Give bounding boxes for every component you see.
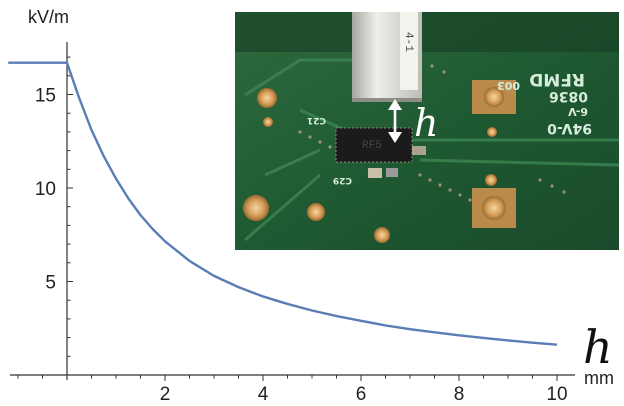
svg-text:C29: C29 <box>333 175 352 185</box>
x-ticks: 2 4 6 8 10 <box>17 375 568 405</box>
svg-text:C21: C21 <box>307 115 326 125</box>
height-arrow <box>388 99 402 143</box>
x-tick-label: 2 <box>160 384 171 405</box>
x-unit-label: mm <box>584 368 614 388</box>
x-axis-variable-label: h <box>583 320 613 374</box>
pcb-gold-pads <box>243 80 516 243</box>
field-strength-line <box>8 61 558 346</box>
svg-text:RFMD: RFMD <box>529 69 585 89</box>
svg-text:6-V: 6-V <box>568 105 588 118</box>
x-tick-label: 4 <box>258 384 269 405</box>
y-ticks: 5 10 15 <box>35 56 73 357</box>
y-tick-label: 15 <box>35 86 56 107</box>
svg-text:003: 003 <box>497 79 520 92</box>
y-unit-label: kV/m <box>28 7 69 27</box>
x-tick-label: 10 <box>546 384 567 405</box>
y-tick-label: 10 <box>35 179 56 200</box>
svg-text:RF5: RF5 <box>362 140 382 152</box>
field-probe: 4-1 <box>352 12 422 102</box>
pcb-small-components <box>368 146 426 178</box>
y-tick-label: 5 <box>45 273 56 294</box>
x-tick-label: 8 <box>454 384 465 405</box>
inset-photo: RF5 RFMD 003 0836 6-V 94V-0 C29 C21 <box>235 12 619 250</box>
height-label: h <box>414 101 438 145</box>
svg-text:0836: 0836 <box>549 88 588 104</box>
svg-text:94V-0: 94V-0 <box>547 120 592 136</box>
svg-text:4-1: 4-1 <box>402 32 414 52</box>
x-axis: 2 4 6 8 10 h mm <box>10 320 614 405</box>
pcb-traces <box>244 58 619 242</box>
board-silkscreen: RFMD 003 0836 6-V 94V-0 C29 C21 <box>307 69 592 185</box>
y-axis: 5 10 15 kV/m <box>28 7 73 380</box>
x-tick-label: 6 <box>356 384 367 405</box>
